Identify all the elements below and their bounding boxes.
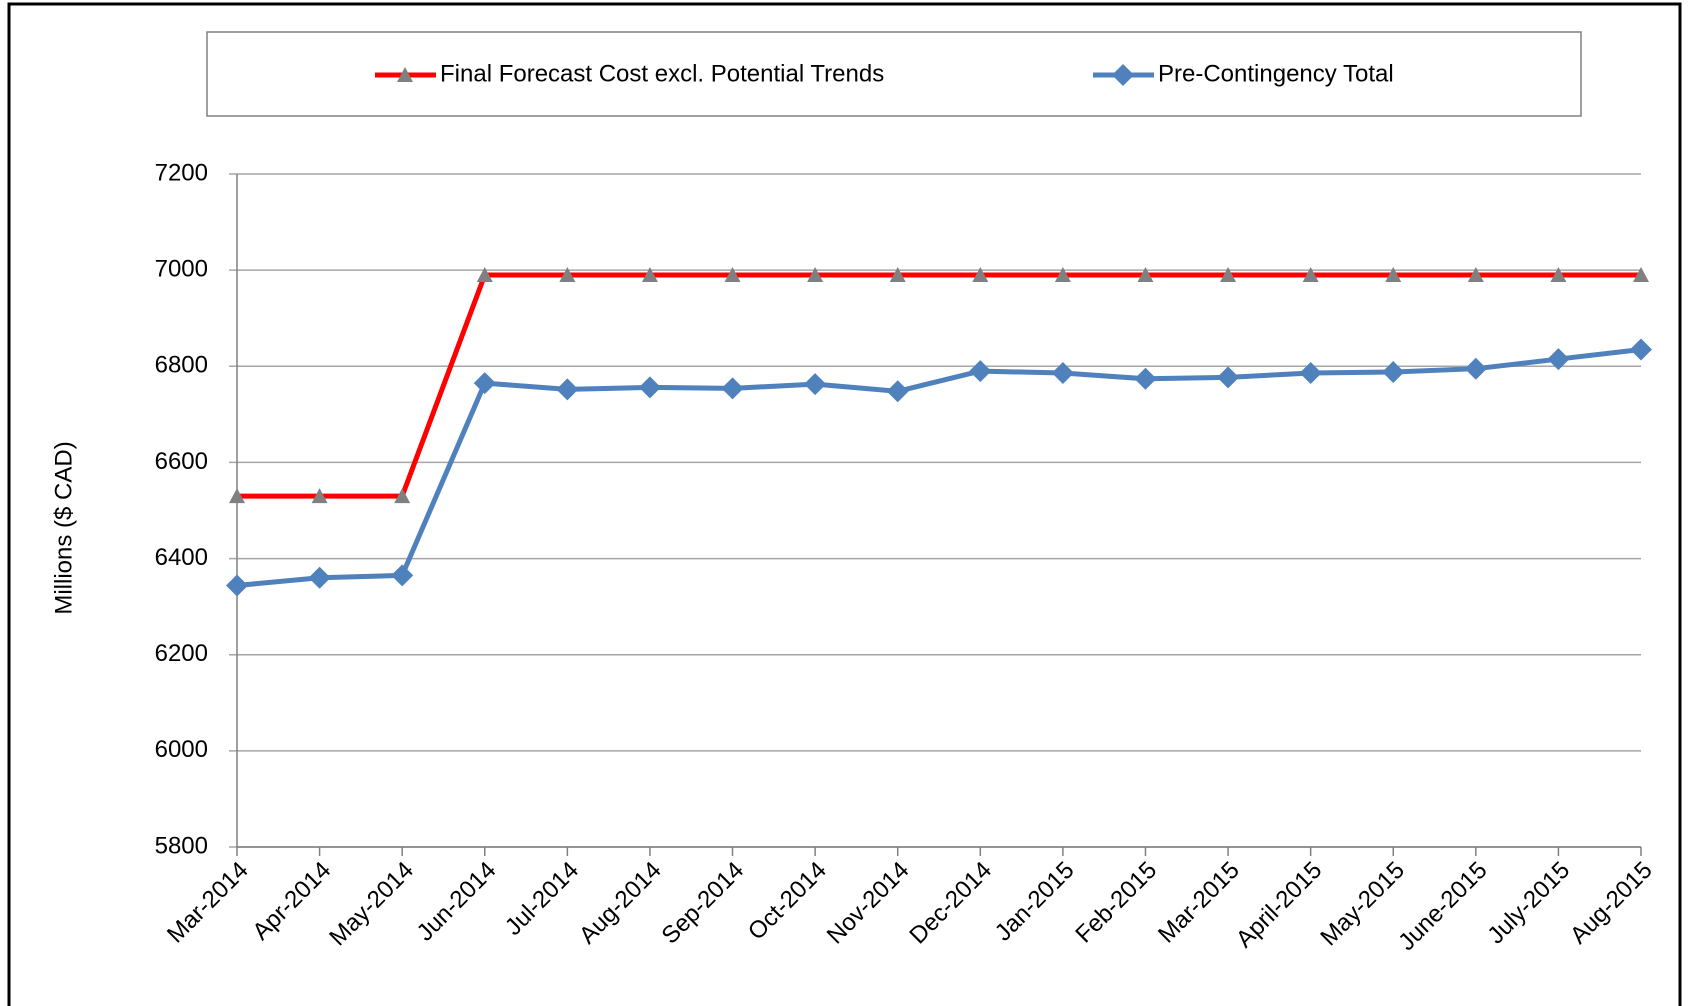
marker (1299, 362, 1322, 385)
marker (311, 488, 328, 504)
y-tick-label: 7000 (155, 255, 208, 282)
marker (972, 266, 989, 282)
y-tick-label: 6800 (155, 352, 208, 379)
legend-label: Pre-Contingency Total (1158, 60, 1394, 87)
y-tick-label: 5800 (155, 832, 208, 859)
marker (641, 266, 658, 282)
marker (559, 266, 576, 282)
marker (226, 574, 248, 597)
legend-marker (397, 67, 413, 82)
marker (1464, 357, 1487, 380)
marker (473, 372, 496, 395)
marker (807, 266, 824, 282)
marker (1633, 266, 1649, 282)
marker (394, 488, 411, 504)
marker (391, 564, 414, 587)
marker (969, 360, 992, 383)
marker (886, 380, 909, 403)
marker (1547, 348, 1570, 371)
y-tick-label: 6200 (155, 640, 208, 667)
marker (1382, 361, 1405, 384)
marker (638, 376, 661, 399)
chart-border (7, 2, 1682, 1006)
marker (804, 373, 827, 396)
marker (1220, 266, 1237, 282)
marker (1302, 266, 1319, 282)
marker (721, 377, 744, 400)
y-tick-label: 6000 (155, 736, 208, 763)
marker (724, 266, 741, 282)
legend-marker (1112, 64, 1134, 86)
marker (556, 378, 579, 401)
marker (1051, 362, 1074, 385)
series-line (237, 272, 1641, 499)
y-axis-title: Millions ($ CAD) (50, 441, 77, 614)
marker (1467, 266, 1484, 282)
marker (1385, 266, 1402, 282)
legend-label: Final Forecast Cost excl. Potential Tren… (440, 60, 884, 87)
marker (1137, 266, 1154, 282)
marker (1134, 367, 1157, 390)
marker (1630, 338, 1652, 361)
marker (1054, 266, 1071, 282)
series-line (236, 346, 1642, 588)
marker (308, 566, 331, 589)
marker (1217, 366, 1240, 389)
marker (1550, 266, 1567, 282)
y-tick-label: 7200 (155, 159, 208, 186)
marker (229, 488, 245, 504)
y-tick-label: 6600 (155, 448, 208, 475)
marker (889, 266, 906, 282)
y-tick-label: 6400 (155, 544, 208, 571)
marker (476, 266, 493, 282)
